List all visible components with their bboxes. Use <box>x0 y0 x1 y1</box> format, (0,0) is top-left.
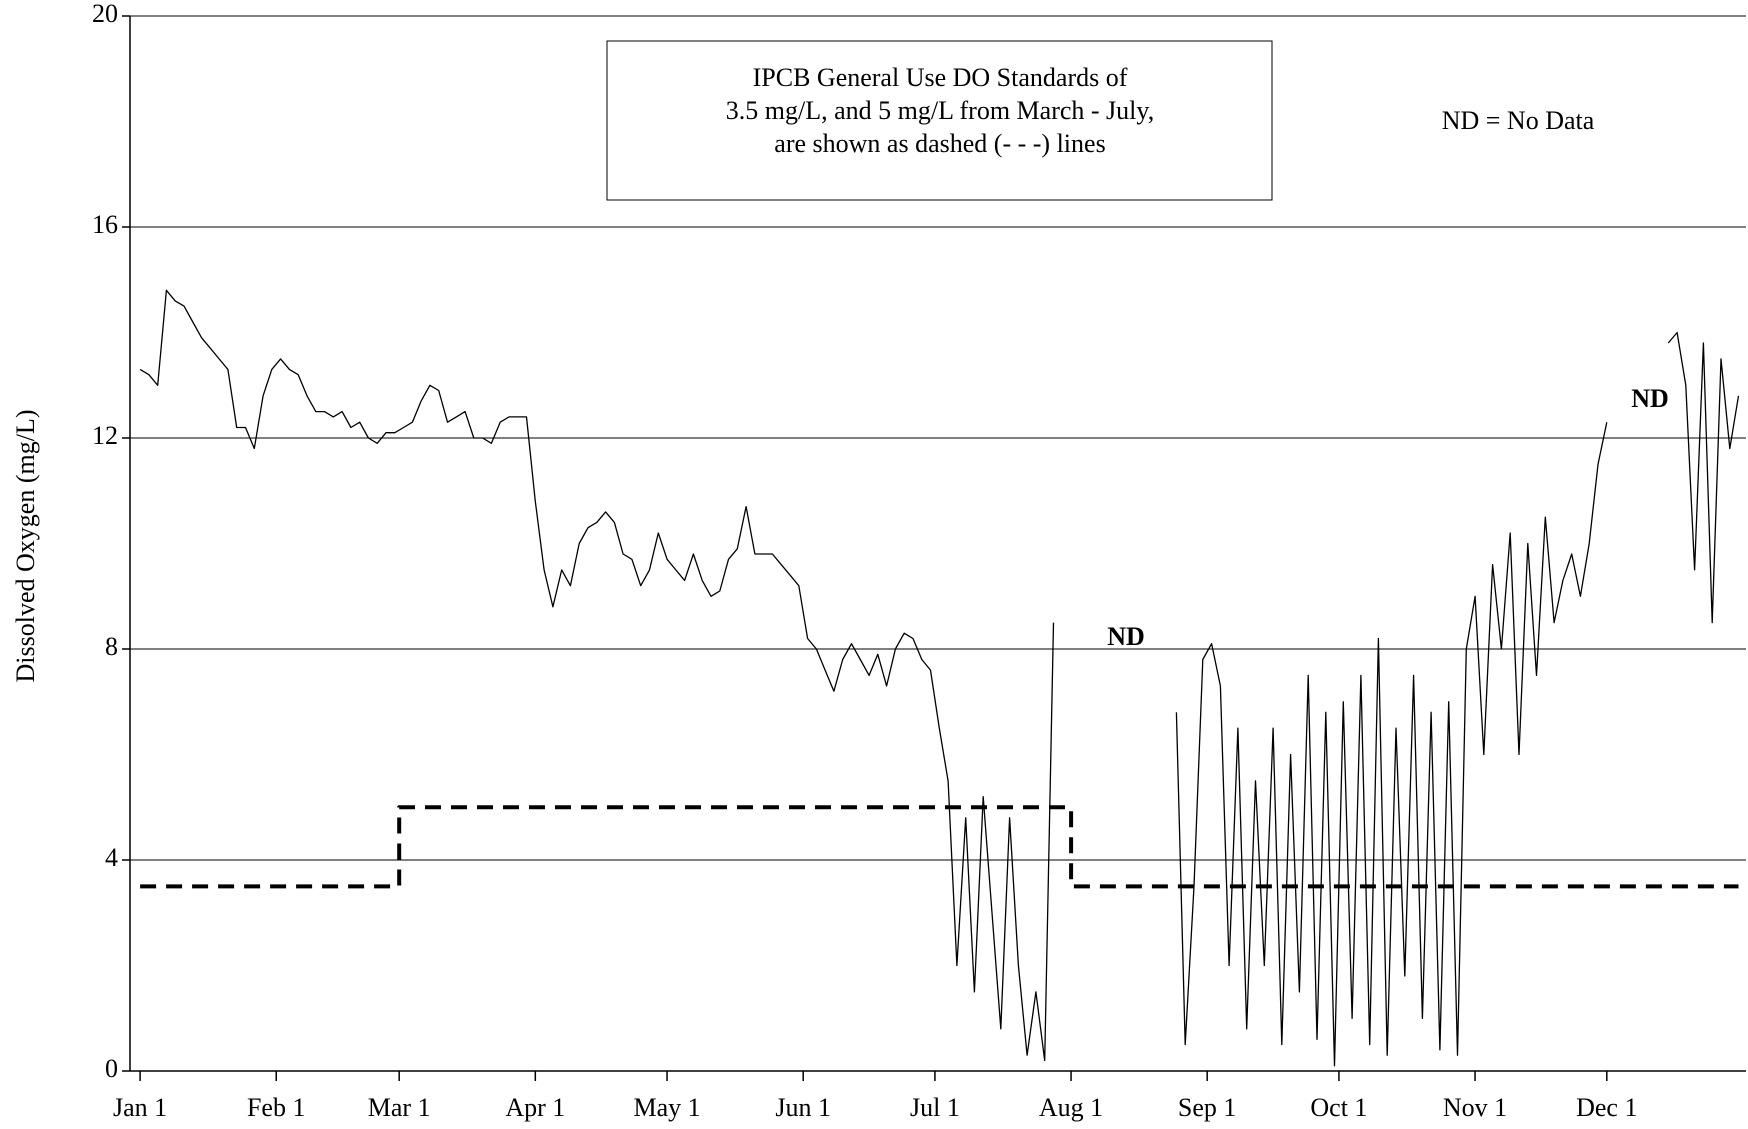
legend-note: ND = No Data <box>1442 106 1595 135</box>
y-tick-label: 16 <box>92 210 118 239</box>
y-tick-label: 4 <box>105 843 118 872</box>
x-tick-label: Nov 1 <box>1443 1093 1507 1122</box>
x-tick-label: Jan 1 <box>113 1093 167 1122</box>
standard-line <box>140 805 1739 889</box>
note-line: 3.5 mg/L, and 5 mg/L from March - July, <box>726 96 1154 125</box>
x-tick-label: Apr 1 <box>505 1093 565 1122</box>
x-tick-label: Oct 1 <box>1310 1093 1367 1122</box>
data-line <box>139 289 1740 1067</box>
y-tick-label: 0 <box>105 1054 118 1083</box>
x-tick-label: Aug 1 <box>1039 1093 1103 1122</box>
x-tick-label: May 1 <box>633 1093 700 1122</box>
y-tick-label: 12 <box>92 421 118 450</box>
note-line: are shown as dashed (- - -) lines <box>774 129 1105 158</box>
x-tick-label: Dec 1 <box>1576 1093 1637 1122</box>
x-tick-label: Jun 1 <box>775 1093 831 1122</box>
annotation: ND <box>1107 622 1145 651</box>
note-line: IPCB General Use DO Standards of <box>753 63 1128 92</box>
x-tick-label: Feb 1 <box>247 1093 306 1122</box>
annotation: ND <box>1631 384 1669 413</box>
y-tick-label: 20 <box>92 0 118 28</box>
x-tick-label: Jul 1 <box>910 1093 960 1122</box>
x-tick-label: Sep 1 <box>1178 1093 1237 1122</box>
x-tick-label: Mar 1 <box>368 1093 431 1122</box>
y-tick-label: 8 <box>105 632 118 661</box>
y-axis-title: Dissolved Oxygen (mg/L) <box>11 410 40 683</box>
note-box <box>606 40 1273 201</box>
